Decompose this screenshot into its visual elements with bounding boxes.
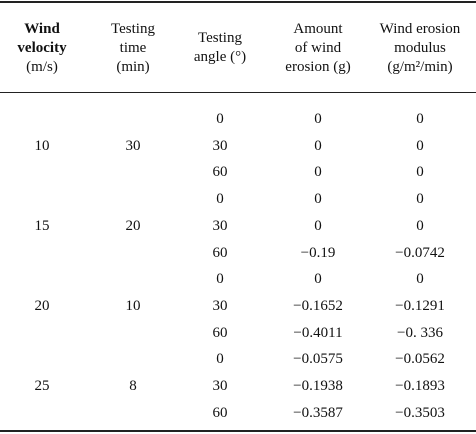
header-testing-angle-line1: Testing [198, 30, 242, 46]
header-modulus: Wind erosion modulus (g/m²/min) [366, 8, 474, 88]
cell-amount: 0 [314, 218, 322, 234]
header-testing-time-line2: time [119, 39, 147, 56]
cell-modulus: 0 [416, 164, 424, 180]
cell-amount: 0 [314, 111, 322, 127]
cell-amount: 0 [314, 138, 322, 154]
header-wind-velocity-line3: (m/s) [26, 58, 58, 75]
cell-angle: 0 [216, 351, 224, 367]
cell-modulus: −0.1893 [395, 378, 445, 394]
cell-time: 10 [125, 298, 141, 314]
cell-amount: 0 [314, 271, 322, 287]
cell-modulus: 0 [416, 218, 424, 234]
cell-angle: 60 [212, 325, 228, 341]
cell-angle: 0 [216, 111, 224, 127]
cell-angle: 30 [212, 378, 228, 394]
header-testing-angle: Testing angle (°) [183, 8, 257, 88]
cell-angle: 0 [216, 191, 224, 207]
header-amount-line2: of wind [294, 39, 342, 56]
cell-velocity: 10 [34, 138, 50, 154]
cell-velocity: 25 [34, 378, 50, 394]
cell-angle: 60 [212, 245, 228, 261]
cell-modulus: 0 [416, 111, 424, 127]
cell-modulus: −0.0562 [395, 351, 445, 367]
cell-velocity: 15 [34, 218, 50, 234]
cell-time: 20 [125, 218, 141, 234]
cell-amount: −0.0575 [293, 351, 343, 367]
cell-modulus: 0 [416, 191, 424, 207]
cell-amount: −0.19 [300, 245, 336, 261]
cell-angle: 0 [216, 271, 224, 287]
header-amount-line3: erosion (g) [285, 58, 351, 75]
header-separator-rule [0, 92, 476, 93]
header-wind-velocity-line1: Wind [24, 20, 60, 37]
table-bottom-rule [0, 430, 476, 432]
header-testing-angle-line2: angle (°) [193, 49, 247, 65]
header-modulus-line2: modulus [394, 39, 446, 56]
cell-modulus: −0.0742 [395, 245, 445, 261]
header-testing-time: Testing time (min) [95, 8, 171, 88]
cell-angle: 30 [212, 138, 228, 154]
cell-time: 30 [125, 138, 141, 154]
header-modulus-line3: (g/m²/min) [387, 58, 453, 75]
header-testing-time-line3: (min) [116, 58, 150, 75]
header-modulus-line1: Wind erosion [379, 20, 461, 37]
cell-angle: 60 [212, 164, 228, 180]
cell-amount: −0.4011 [293, 325, 343, 341]
cell-velocity: 20 [34, 298, 50, 314]
cell-angle: 60 [212, 405, 228, 421]
header-amount-line1: Amount [293, 20, 343, 37]
cell-modulus: 0 [416, 138, 424, 154]
cell-modulus: −0.1291 [395, 298, 445, 314]
cell-amount: −0.1938 [293, 378, 343, 394]
header-wind-velocity-line2: velocity [17, 39, 67, 56]
cell-amount: 0 [314, 191, 322, 207]
cell-angle: 30 [212, 218, 228, 234]
table-top-rule [0, 1, 476, 3]
cell-amount: −0.1652 [293, 298, 343, 314]
cell-time: 8 [129, 378, 137, 394]
cell-modulus: −0.3503 [395, 405, 445, 421]
header-amount: Amount of wind erosion (g) [266, 8, 370, 88]
cell-amount: −0.3587 [293, 405, 343, 421]
cell-modulus: −0. 336 [397, 325, 443, 341]
cell-angle: 30 [212, 298, 228, 314]
header-wind-velocity: Wind velocity (m/s) [2, 8, 82, 88]
cell-modulus: 0 [416, 271, 424, 287]
header-testing-time-line1: Testing [111, 20, 155, 37]
cell-amount: 0 [314, 164, 322, 180]
